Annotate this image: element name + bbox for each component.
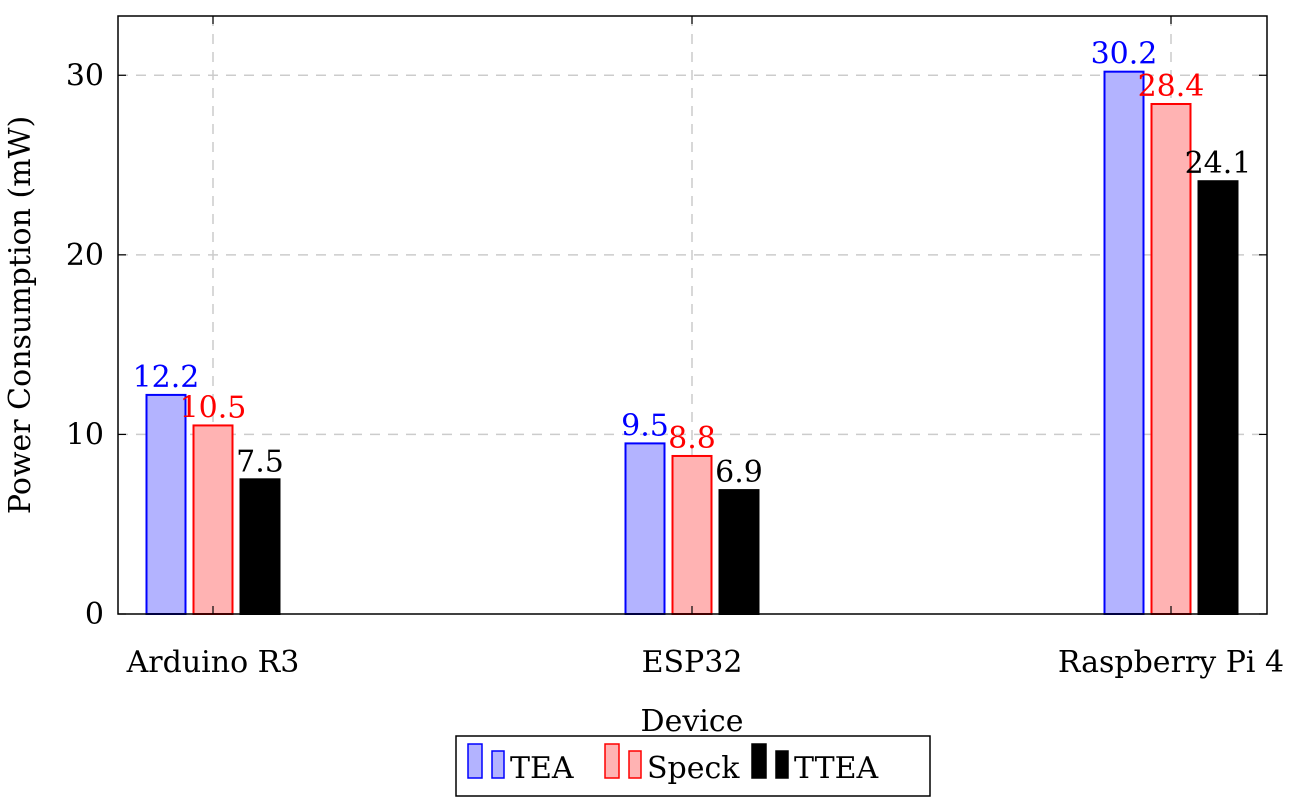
value-label: 6.9 bbox=[715, 455, 763, 490]
x-axis-label: Device bbox=[641, 704, 744, 739]
x-tick-label: Arduino R3 bbox=[126, 645, 300, 680]
legend-swatch bbox=[604, 743, 620, 779]
legend-swatch bbox=[467, 743, 483, 779]
value-label: 9.5 bbox=[621, 408, 669, 443]
value-label: 30.2 bbox=[1091, 37, 1158, 72]
bar-ttea-1 bbox=[718, 489, 760, 615]
tick-marks bbox=[118, 16, 1267, 615]
legend-label: Speck bbox=[647, 751, 740, 786]
legend-swatch bbox=[751, 743, 767, 779]
x-tick-labels: Arduino R3 ESP32 Raspberry Pi 4 bbox=[126, 645, 1285, 680]
bar-ttea-2 bbox=[1197, 180, 1239, 615]
bar-tea-1 bbox=[624, 442, 666, 616]
legend-entry-ttea: TTEA bbox=[751, 743, 878, 786]
value-label: 8.8 bbox=[668, 421, 716, 456]
legend-swatch bbox=[628, 750, 642, 779]
y-axis-label: Power Consumption (mW) bbox=[3, 116, 38, 514]
bar-speck-1 bbox=[671, 454, 713, 615]
y-tick-label: 20 bbox=[66, 238, 104, 273]
bar-speck-0 bbox=[192, 424, 234, 615]
legend-label: TEA bbox=[510, 751, 574, 786]
legend: TEA Speck TTEA bbox=[455, 735, 931, 797]
value-label: 24.1 bbox=[1185, 146, 1252, 181]
bar-tea-0 bbox=[145, 393, 187, 615]
bar-speck-2 bbox=[1150, 102, 1192, 616]
y-tick-labels: 0 10 20 30 bbox=[66, 58, 104, 632]
value-label: 28.4 bbox=[1138, 69, 1205, 104]
value-label: 7.5 bbox=[236, 444, 284, 479]
value-label: 12.2 bbox=[133, 360, 200, 395]
bar-tea-2 bbox=[1103, 70, 1145, 615]
value-labels: 12.2 9.5 30.2 10.5 8.8 28.4 7.5 6.9 24.1 bbox=[133, 37, 1252, 490]
bar-ttea-0 bbox=[239, 478, 281, 615]
legend-label: TTEA bbox=[794, 751, 878, 786]
legend-swatch bbox=[491, 750, 505, 779]
y-tick-label: 30 bbox=[66, 58, 104, 93]
x-tick-label: Raspberry Pi 4 bbox=[1058, 645, 1284, 680]
legend-entry-tea: TEA bbox=[467, 743, 574, 786]
y-tick-label: 0 bbox=[85, 597, 104, 632]
x-tick-label: ESP32 bbox=[642, 645, 743, 680]
legend-swatch bbox=[775, 750, 789, 779]
value-label: 10.5 bbox=[180, 390, 247, 425]
legend-frame bbox=[455, 735, 931, 797]
legend-entry-speck: Speck bbox=[604, 743, 740, 786]
y-tick-label: 10 bbox=[66, 417, 104, 452]
bars bbox=[145, 70, 1239, 616]
